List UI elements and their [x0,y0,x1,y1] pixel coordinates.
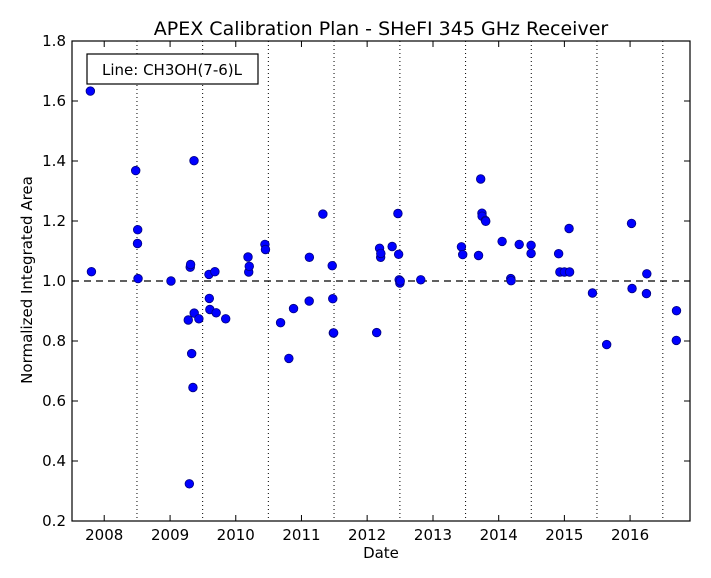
data-point [132,224,143,235]
data-point [564,267,575,277]
data-point [304,296,314,306]
data-point [642,269,652,279]
data-point [288,303,299,314]
data-point [260,244,271,255]
y-tick-label: 1.4 [42,152,66,170]
x-tick-label: 2010 [217,526,255,544]
data-point [564,223,574,234]
data-points [85,86,682,489]
y-tick-label: 0.4 [42,452,66,470]
data-point [275,318,286,328]
data-point [318,209,328,219]
data-point [393,208,403,219]
data-point [473,250,484,261]
x-tick-label: 2011 [282,526,320,544]
x-axis: 2008 2009 2010 2011 2012 2013 2014 2015 2016 [85,41,649,544]
data-point [506,276,516,286]
y-tick-label: 0.8 [42,332,66,350]
y-tick-label: 1.6 [42,92,66,110]
x-tick-label: 2014 [480,526,518,544]
data-point [327,261,337,271]
data-point [194,314,204,324]
chart-title: APEX Calibration Plan - SHeFI 345 GHz Re… [154,18,609,40]
data-point [476,174,486,184]
data-point [587,288,598,298]
data-point [304,252,315,262]
x-tick-label: 2015 [545,526,583,544]
y-axis-label: Normalized Integrated Area [18,176,36,384]
data-point [671,306,682,316]
data-point [376,248,386,259]
data-point [220,314,231,324]
data-point [183,315,193,325]
data-point [328,328,339,338]
annotation-frame [86,53,259,85]
x-tick-label: 2008 [85,526,123,544]
data-point [456,242,467,252]
y-tick-label: 0.6 [42,392,66,410]
data-point [284,353,294,364]
data-point [166,276,176,286]
x-tick-label: 2016 [611,526,649,544]
data-point [395,276,405,286]
data-point [328,294,338,304]
data-point [626,218,637,229]
data-point [481,216,491,227]
y-tick-label: 1.0 [42,272,66,290]
data-point [601,339,612,350]
data-point [243,252,253,262]
data-point [641,288,652,299]
y-axis: 0.2 0.4 0.6 0.8 1.0 1.2 1.4 1.6 1.8 [42,32,690,530]
data-point [85,86,96,96]
x-axis-label: Date [363,544,399,562]
data-point [514,239,524,250]
data-point [204,293,215,304]
data-point [86,267,97,277]
data-point [671,335,682,346]
y-tick-label: 1.2 [42,212,66,230]
data-point [553,248,564,259]
y-tick-label: 0.2 [42,512,66,530]
data-point [189,155,199,166]
data-point [244,261,254,272]
data-point [185,259,196,270]
x-tick-label: 2009 [151,526,189,544]
y-tick-label: 1.8 [42,32,66,50]
data-point [210,267,220,277]
annotation-text: Line: CH3OH(7-6)L [102,61,243,79]
data-point [387,241,397,252]
x-tick-label: 2012 [348,526,386,544]
annotation-box: Line: CH3OH(7-6)L [86,53,259,85]
data-point [186,348,197,359]
data-point [133,273,143,284]
data-point [188,382,198,393]
data-point [627,283,637,294]
x-tick-label: 2013 [414,526,452,544]
data-point [132,238,143,249]
data-point [526,248,536,259]
data-point [497,236,507,247]
data-point [184,479,195,489]
data-point [131,165,141,176]
data-point [371,327,382,338]
data-point [458,249,468,260]
data-point [393,249,404,260]
data-point [416,275,426,285]
data-point [526,240,536,251]
data-point [211,308,221,318]
